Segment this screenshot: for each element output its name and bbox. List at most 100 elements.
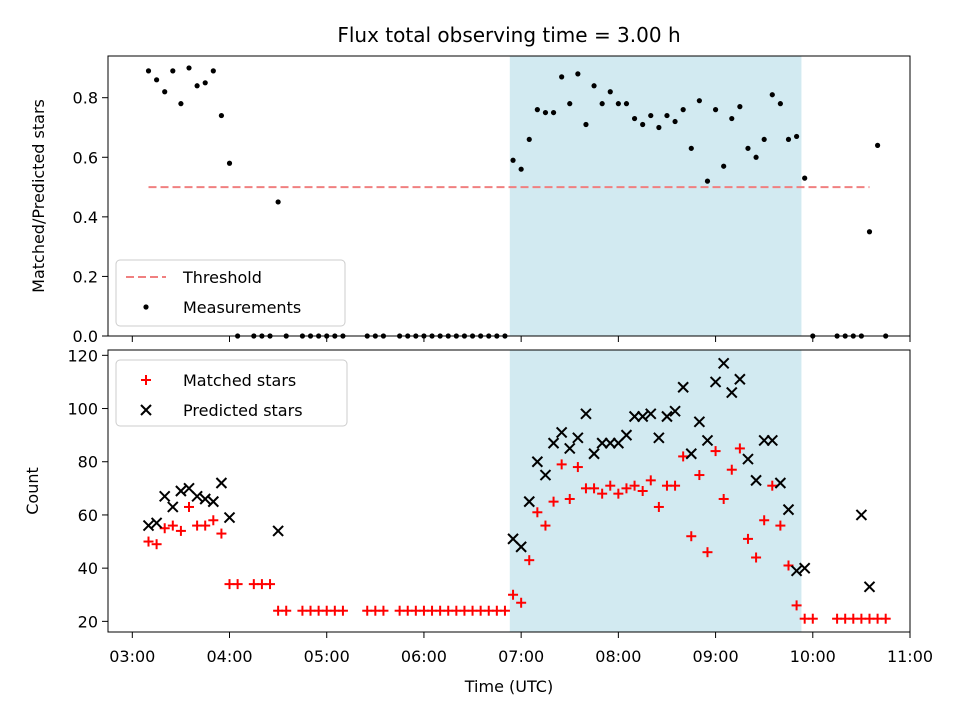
matched-star-point: [613, 488, 624, 499]
matched-star-point: [151, 539, 162, 550]
matched-star-point: [589, 483, 600, 494]
matched-star-point: [791, 600, 802, 611]
measurement-point: [631, 115, 638, 122]
matched-star-point: [232, 579, 243, 590]
predicted-star-point: [798, 562, 811, 574]
top-legend: Threshold Measurements: [115, 259, 346, 327]
y-tick-label: 80: [78, 453, 98, 472]
matched-star-point: [702, 547, 713, 558]
predicted-star-point: [215, 477, 228, 489]
measurement-point: [550, 109, 557, 116]
bottom-y-axis: 20 40 60 80 100 120: [67, 346, 108, 631]
matched-star-point: [775, 520, 786, 531]
predicted-star-point: [588, 448, 600, 460]
measurement-point: [210, 68, 216, 74]
x-marker-swatch: [140, 404, 152, 416]
legend-measurements-swatch: [143, 304, 149, 310]
predicted-star-point: [572, 432, 584, 444]
x-tick-label: 10:00: [790, 647, 836, 666]
matched-star-point: [281, 605, 292, 616]
predicted-star-point: [555, 426, 568, 439]
measurement-point: [170, 68, 176, 74]
top-y-axis-label: Matched/Predicted stars: [29, 99, 48, 293]
y-tick-label: 0.0: [73, 327, 98, 346]
y-tick-label: 60: [78, 506, 98, 525]
x-tick-label: 07:00: [498, 647, 544, 666]
ratio-panel: 0.0 0.2 0.4 0.6 0.8 Flux total observing tim…: [29, 23, 911, 346]
measurement-point: [575, 71, 581, 77]
x-axis-label: Time (UTC): [464, 677, 553, 696]
y-tick-label: 120: [67, 346, 98, 365]
predicted-star-point: [717, 357, 730, 370]
measurement-point: [793, 133, 800, 140]
measurement-point: [874, 142, 881, 148]
matched-star-point: [516, 597, 527, 608]
predicted-star-point: [685, 448, 697, 460]
plus-marker-swatch: [141, 375, 151, 385]
predicted-star-point: [604, 437, 616, 449]
y-tick-label: 0.6: [73, 148, 98, 167]
measurement-point: [802, 175, 808, 181]
legend-predicted-swatch: [140, 404, 152, 416]
measurement-point: [656, 124, 662, 131]
matched-star-point: [670, 480, 681, 491]
matched-star-point: [159, 523, 170, 534]
bottom-x-axis: 03:00 04:00 05:00 06:00 07:00 08:00 09:00 10:00…: [109, 632, 933, 666]
matched-star-point: [216, 528, 227, 539]
matched-star-point: [734, 443, 745, 454]
matched-star-point: [175, 525, 186, 536]
matched-star-point: [200, 520, 211, 531]
measurement-point: [696, 98, 702, 104]
y-tick-label: 0.2: [73, 267, 98, 286]
predicted-star-point: [709, 376, 722, 388]
matched-star-point: [783, 560, 794, 571]
matched-star-point: [597, 488, 608, 499]
predicted-star-point: [645, 408, 657, 420]
measurement-point: [145, 68, 152, 74]
predicted-star-point: [272, 525, 284, 537]
matched-star-point: [694, 470, 705, 481]
predicted-star-point: [750, 474, 762, 487]
measurement-point: [526, 136, 532, 143]
matched-star-point: [265, 579, 276, 590]
matched-star-point: [524, 555, 535, 566]
measurement-point: [729, 115, 735, 122]
matched-star-point: [751, 552, 762, 563]
matched-star-point: [686, 531, 697, 542]
matched-star-point: [653, 501, 664, 512]
matched-star-point: [532, 507, 543, 518]
measurement-point: [769, 92, 775, 98]
x-tick-label: 03:00: [109, 647, 155, 666]
predicted-star-point: [701, 434, 714, 447]
y-tick-label: 0.8: [73, 89, 98, 108]
y-tick-label: 20: [78, 612, 98, 631]
predicted-star-point: [223, 511, 236, 524]
measurement-point: [623, 101, 630, 107]
predicted-star-point: [142, 519, 155, 532]
matched-star-point: [645, 475, 656, 486]
y-tick-label: 0.4: [73, 208, 98, 227]
predicted-star-point: [758, 434, 770, 447]
predicted-star-point: [150, 517, 163, 529]
predicted-star-point: [620, 429, 633, 441]
matched-star-point: [742, 533, 753, 544]
measurement-point: [162, 89, 168, 95]
measurement-point: [186, 65, 192, 71]
measurement-point: [591, 83, 597, 89]
predicted-star-point: [547, 437, 560, 449]
predicted-star-point: [734, 373, 746, 385]
predicted-star-point: [158, 490, 171, 503]
measurement-point: [202, 80, 208, 86]
matched-star-point: [540, 520, 551, 531]
measurement-point: [154, 77, 160, 83]
y-tick-label: 40: [78, 559, 98, 578]
matched-star-point: [499, 605, 510, 616]
top-x-ticks: [131, 336, 911, 342]
measurement-point: [737, 104, 743, 110]
measurement-point: [275, 199, 281, 205]
measurement-point: [648, 112, 654, 119]
predicted-stars-points: [142, 357, 876, 593]
measurement-point: [178, 101, 184, 107]
observing-window-shade: [509, 350, 802, 632]
